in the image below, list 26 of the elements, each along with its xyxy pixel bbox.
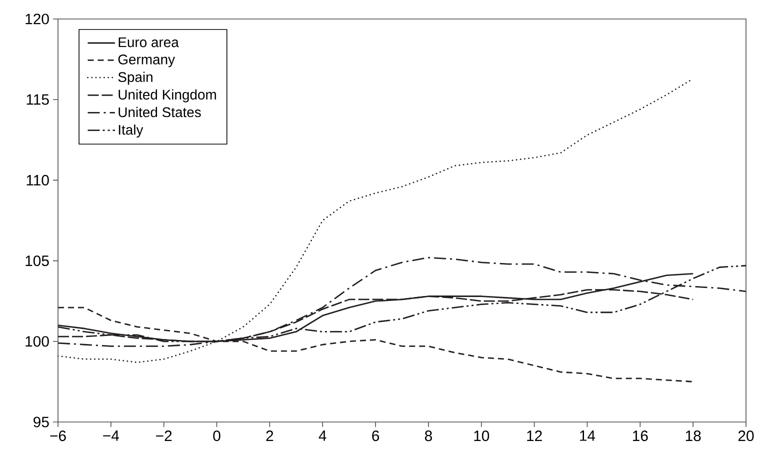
legend-label: United States: [118, 106, 201, 118]
x-tick-label: 16: [632, 430, 648, 442]
legend-label: Euro area: [118, 37, 179, 48]
legend-label: Spain: [118, 72, 152, 85]
y-tick-label: 115: [26, 94, 49, 105]
legend-label: Italy: [118, 124, 144, 138]
x-tick-label: 0: [213, 430, 220, 442]
x-tick-label: 4: [318, 430, 326, 441]
y-tick-label: 110: [26, 174, 49, 186]
y-tick-label: 100: [26, 336, 49, 347]
x-tick-label: 8: [424, 430, 432, 442]
x-tick-label: −4: [103, 430, 120, 441]
x-tick-label: −2: [156, 430, 172, 441]
y-tick-label: 120: [26, 14, 49, 24]
x-tick-label: 10: [474, 430, 490, 442]
x-tick-label: 6: [372, 430, 380, 442]
x-tick-label: 20: [738, 430, 754, 442]
x-tick-label: 12: [527, 430, 542, 441]
x-tick-label: 14: [580, 430, 596, 441]
y-tick-label: 105: [26, 256, 49, 266]
legend-label: United Kingdom: [118, 89, 216, 102]
x-tick-label: −6: [50, 430, 66, 442]
legend-label: Germany: [118, 54, 175, 68]
y-tick-label: 95: [34, 416, 49, 428]
x-tick-label: 2: [266, 430, 274, 441]
x-tick-label: 18: [686, 430, 701, 442]
